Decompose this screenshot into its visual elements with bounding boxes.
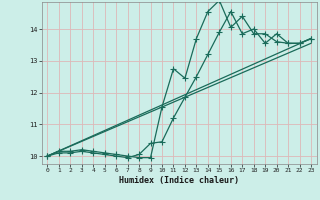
X-axis label: Humidex (Indice chaleur): Humidex (Indice chaleur) xyxy=(119,176,239,185)
